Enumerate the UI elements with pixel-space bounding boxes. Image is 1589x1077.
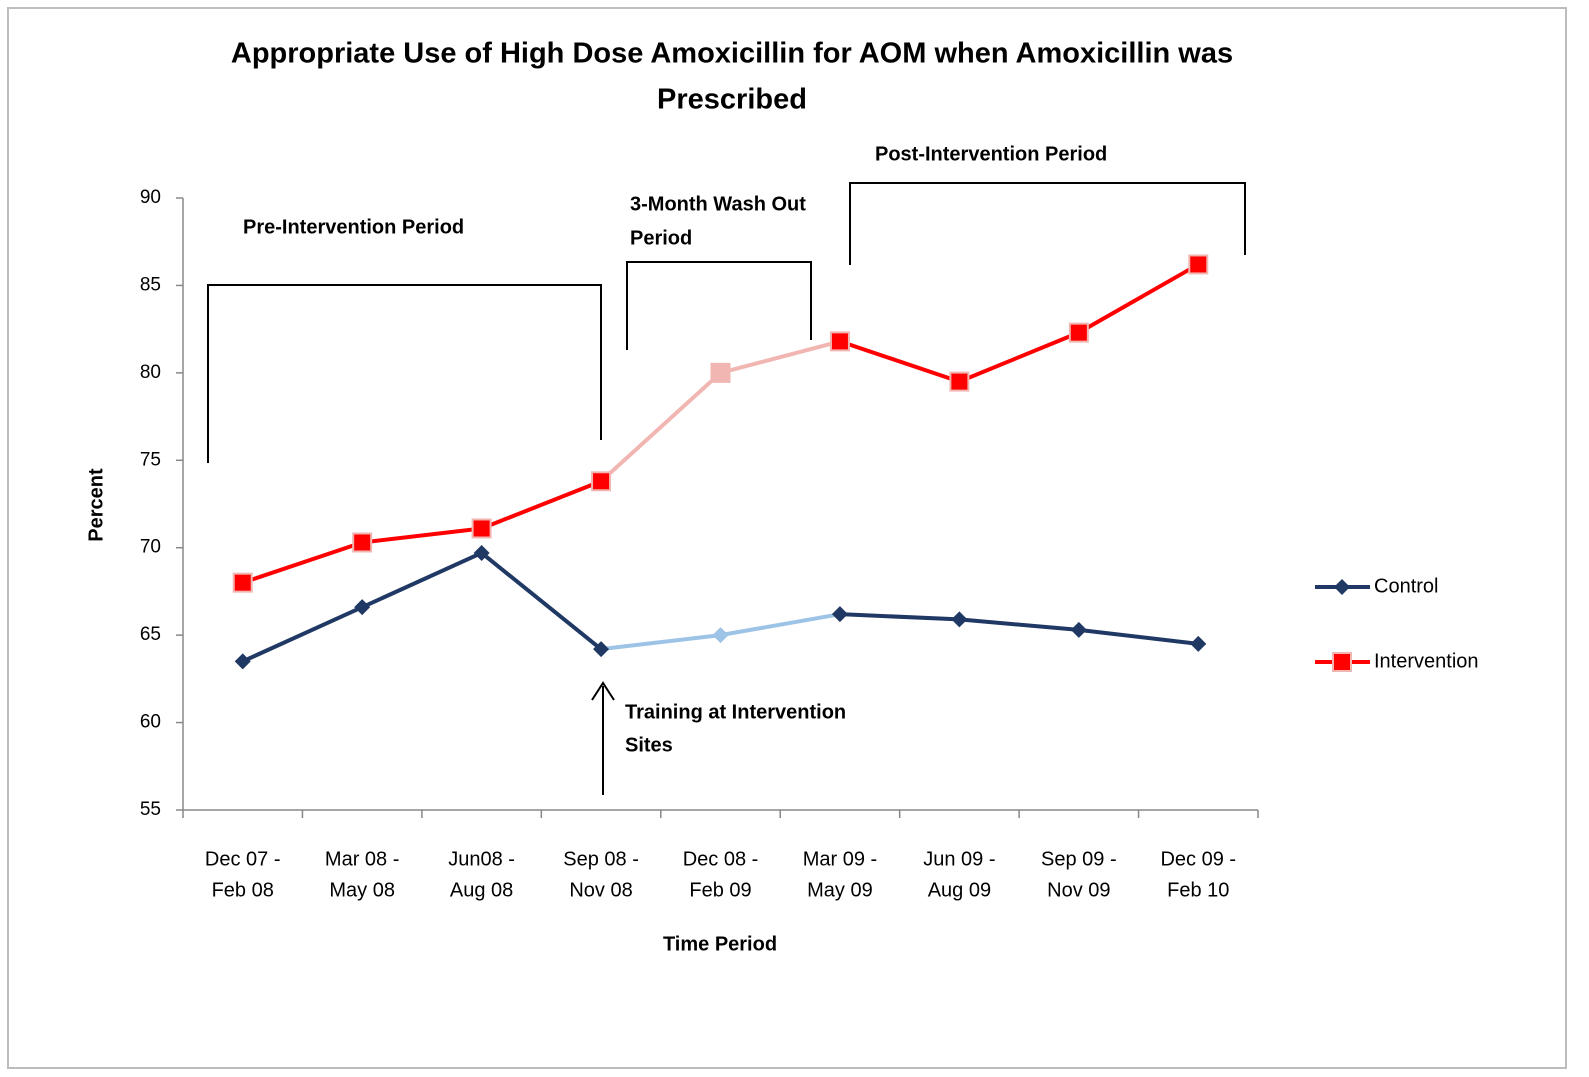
point — [829, 331, 850, 352]
y-tick-label: 90 — [140, 187, 161, 208]
x-tick-label: Feb 08 — [212, 879, 274, 901]
line-segment — [719, 339, 841, 375]
line-segment — [600, 633, 721, 652]
x-tick-label: Nov 09 — [1047, 879, 1110, 901]
x-tick-label: Dec 07 - — [205, 848, 281, 870]
chart-frame — [7, 7, 1567, 1069]
line-segment — [242, 540, 363, 585]
point — [234, 653, 251, 670]
annotation: Pre-Intervention Period — [243, 216, 464, 238]
line-segment — [599, 371, 722, 483]
line-segment — [241, 605, 363, 664]
x-axis-label: Time Period — [663, 933, 777, 955]
x-tick-label: Aug 08 — [450, 879, 513, 901]
y-tick-label: 70 — [140, 537, 161, 558]
y-tick-label: 55 — [140, 799, 161, 820]
line-segment — [361, 526, 482, 545]
legend-label: Intervention — [1374, 650, 1479, 672]
line-segment — [480, 551, 603, 651]
y-tick-label: 65 — [140, 624, 161, 645]
arrow-head — [591, 681, 615, 701]
annotation: Period — [630, 227, 692, 249]
point — [471, 518, 492, 539]
point — [591, 471, 612, 492]
x-tick-label: May 09 — [807, 879, 873, 901]
y-tick-label: 85 — [140, 274, 161, 295]
point — [951, 611, 968, 628]
y-tick-label: 75 — [140, 449, 161, 470]
x-tick-label: Sep 08 - — [563, 848, 639, 870]
legend-marker — [1334, 579, 1350, 595]
point — [831, 606, 848, 623]
line-segment — [1077, 262, 1200, 335]
point — [1068, 322, 1089, 343]
point — [232, 572, 253, 593]
y-tick-label: 80 — [140, 362, 161, 383]
line-segment — [839, 612, 960, 622]
line-segment — [361, 551, 483, 609]
point — [473, 544, 490, 561]
x-tick-label: Jun08 - — [448, 848, 515, 870]
x-tick-label: Dec 09 - — [1160, 848, 1236, 870]
annotation: Training at Intervention — [625, 701, 846, 723]
legend-label: Control — [1374, 575, 1438, 597]
point — [1070, 621, 1087, 638]
point — [354, 599, 371, 616]
x-tick-label: Mar 09 - — [803, 848, 877, 870]
point — [1190, 635, 1207, 652]
annotation: Sites — [625, 734, 673, 756]
y-tick-label: 60 — [140, 712, 161, 733]
y-axis-label: Percent — [85, 468, 107, 542]
point — [352, 532, 373, 553]
chart-title: Prescribed — [657, 84, 807, 116]
line-segment — [839, 339, 961, 384]
bracket — [849, 182, 1246, 265]
x-tick-label: May 08 — [329, 879, 395, 901]
bracket — [626, 261, 812, 350]
line-segment — [959, 617, 1080, 632]
line-segment — [720, 612, 841, 638]
point — [593, 641, 610, 658]
x-tick-label: Sep 09 - — [1041, 848, 1117, 870]
point — [949, 371, 970, 392]
line-segment — [1078, 627, 1199, 646]
x-tick-label: Nov 08 — [569, 879, 632, 901]
line-segment — [958, 330, 1080, 384]
x-tick-label: Jun 09 - — [923, 848, 995, 870]
x-tick-label: Mar 08 - — [325, 848, 399, 870]
point — [1188, 254, 1209, 275]
line-segment — [480, 479, 602, 531]
point — [712, 627, 729, 644]
x-tick-label: Feb 09 — [689, 879, 751, 901]
annotation: 3-Month Wash Out — [630, 193, 806, 215]
point — [710, 362, 731, 383]
annotation: Post-Intervention Period — [875, 143, 1107, 165]
bracket — [207, 284, 602, 463]
x-tick-label: Dec 08 - — [683, 848, 759, 870]
chart-title: Appropriate Use of High Dose Amoxicillin… — [231, 38, 1233, 70]
legend-marker — [1332, 652, 1352, 672]
x-tick-label: Feb 10 — [1167, 879, 1229, 901]
x-tick-label: Aug 09 — [928, 879, 991, 901]
